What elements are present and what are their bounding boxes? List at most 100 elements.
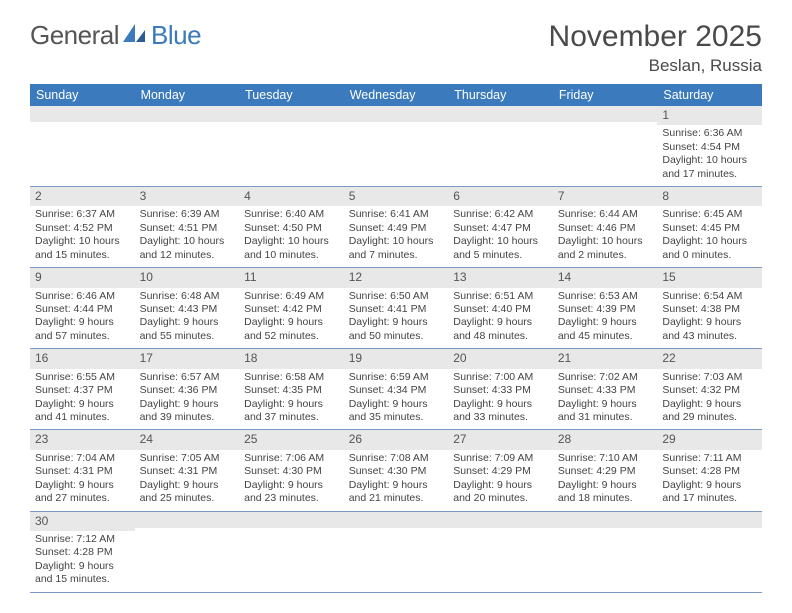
day-number: 23 [30,430,135,449]
logo-sail-icon [121,20,147,51]
day-number: 2 [30,187,135,206]
sunset-text: Sunset: 4:50 PM [244,222,339,235]
calendar-day-cell [657,511,762,592]
calendar-day-cell: 8Sunrise: 6:45 AMSunset: 4:45 PMDaylight… [657,187,762,268]
daylight-text: Daylight: 9 hours and 15 minutes. [35,560,130,587]
daylight-text: Daylight: 10 hours and 5 minutes. [453,235,548,262]
calendar-day-cell: 23 Sunrise: 7:04 AMSunset: 4:31 PMDayligh… [30,430,135,511]
sunset-text: Sunset: 4:36 PM [140,384,235,397]
calendar-week-row: 1Sunrise: 6:36 AMSunset: 4:54 PMDaylight… [30,106,762,187]
calendar-day-cell: 7Sunrise: 6:44 AMSunset: 4:46 PMDaylight… [553,187,658,268]
sunset-text: Sunset: 4:54 PM [662,141,757,154]
sunrise-text: Sunrise: 7:10 AM [558,452,653,465]
day-details: Sunrise: 6:55 AMSunset: 4:37 PMDaylight:… [35,371,130,425]
daylight-text: Daylight: 9 hours and 55 minutes. [140,316,235,343]
daylight-text: Daylight: 10 hours and 10 minutes. [244,235,339,262]
sunset-text: Sunset: 4:46 PM [558,222,653,235]
calendar-day-cell: 20Sunrise: 7:00 AMSunset: 4:33 PMDayligh… [448,349,553,430]
day-number: 5 [344,187,449,206]
daylight-text: Daylight: 9 hours and 45 minutes. [558,316,653,343]
day-details: Sunrise: 7:09 AMSunset: 4:29 PMDaylight:… [453,452,548,506]
sunrise-text: Sunrise: 7:00 AM [453,371,548,384]
day-number: 26 [344,430,449,449]
daylight-text: Daylight: 9 hours and 31 minutes. [558,398,653,425]
sunset-text: Sunset: 4:35 PM [244,384,339,397]
daylight-text: Daylight: 10 hours and 2 minutes. [558,235,653,262]
calendar-day-cell: 21Sunrise: 7:02 AMSunset: 4:33 PMDayligh… [553,349,658,430]
day-number: 14 [553,268,658,287]
day-number: 22 [657,349,762,368]
day-header: Monday [135,84,240,106]
day-details: Sunrise: 6:50 AMSunset: 4:41 PMDaylight:… [349,290,444,344]
sunset-text: Sunset: 4:28 PM [35,546,130,559]
day-number: 19 [344,349,449,368]
day-details: Sunrise: 7:04 AMSunset: 4:31 PMDaylight:… [35,452,130,506]
calendar-day-cell [239,511,344,592]
calendar-day-cell: 26 Sunrise: 7:08 AMSunset: 4:30 PMDayligh… [344,430,449,511]
calendar-day-cell: 11Sunrise: 6:49 AMSunset: 4:42 PMDayligh… [239,268,344,349]
calendar-day-cell: 17 Sunrise: 6:57 AMSunset: 4:36 PMDayligh… [135,349,240,430]
day-details: Sunrise: 6:44 AMSunset: 4:46 PMDaylight:… [558,208,653,262]
sunrise-text: Sunrise: 6:59 AM [349,371,444,384]
calendar-day-cell: 5 Sunrise: 6:41 AMSunset: 4:49 PMDaylight… [344,187,449,268]
daylight-text: Daylight: 9 hours and 29 minutes. [662,398,757,425]
calendar-day-cell: 14Sunrise: 6:53 AMSunset: 4:39 PMDayligh… [553,268,658,349]
sunrise-text: Sunrise: 6:48 AM [140,290,235,303]
day-number: 18 [239,349,344,368]
day-details: Sunrise: 6:57 AMSunset: 4:36 PMDaylight:… [140,371,235,425]
daylight-text: Daylight: 9 hours and 21 minutes. [349,479,444,506]
day-number: 20 [448,349,553,368]
sunrise-text: Sunrise: 6:46 AM [35,290,130,303]
day-number: 17 [135,349,240,368]
sunrise-text: Sunrise: 6:44 AM [558,208,653,221]
day-number: 4 [239,187,344,206]
calendar-day-cell: 19Sunrise: 6:59 AMSunset: 4:34 PMDayligh… [344,349,449,430]
daylight-text: Daylight: 9 hours and 33 minutes. [453,398,548,425]
day-number: 16 [30,349,135,368]
day-details: Sunrise: 6:39 AMSunset: 4:51 PMDaylight:… [140,208,235,262]
sunset-text: Sunset: 4:31 PM [140,465,235,478]
day-details: Sunrise: 7:11 AMSunset: 4:28 PMDaylight:… [662,452,757,506]
sunrise-text: Sunrise: 6:49 AM [244,290,339,303]
daylight-text: Daylight: 9 hours and 27 minutes. [35,479,130,506]
calendar-day-cell: 30Sunrise: 7:12 AMSunset: 4:28 PMDayligh… [30,511,135,592]
calendar-day-cell: 29 Sunrise: 7:11 AMSunset: 4:28 PMDayligh… [657,430,762,511]
day-details: Sunrise: 7:02 AMSunset: 4:33 PMDaylight:… [558,371,653,425]
daylight-text: Daylight: 9 hours and 48 minutes. [453,316,548,343]
sunset-text: Sunset: 4:33 PM [558,384,653,397]
day-number: 29 [657,430,762,449]
sunset-text: Sunset: 4:29 PM [558,465,653,478]
sunrise-text: Sunrise: 6:57 AM [140,371,235,384]
daylight-text: Daylight: 9 hours and 35 minutes. [349,398,444,425]
location-text: Beslan, Russia [549,56,762,76]
day-number: 6 [448,187,553,206]
calendar-week-row: 30Sunrise: 7:12 AMSunset: 4:28 PMDayligh… [30,511,762,592]
sunset-text: Sunset: 4:40 PM [453,303,548,316]
sunrise-text: Sunrise: 6:50 AM [349,290,444,303]
day-details: Sunrise: 7:08 AMSunset: 4:30 PMDaylight:… [349,452,444,506]
daylight-text: Daylight: 10 hours and 12 minutes. [140,235,235,262]
sunrise-text: Sunrise: 6:41 AM [349,208,444,221]
day-details: Sunrise: 6:45 AMSunset: 4:45 PMDaylight:… [662,208,757,262]
day-details: Sunrise: 6:36 AMSunset: 4:54 PMDaylight:… [662,127,757,181]
sunset-text: Sunset: 4:47 PM [453,222,548,235]
daylight-text: Daylight: 9 hours and 17 minutes. [662,479,757,506]
day-number: 10 [135,268,240,287]
page-title: November 2025 [549,20,762,54]
calendar-day-cell [239,106,344,187]
calendar-header-row: SundayMondayTuesdayWednesdayThursdayFrid… [30,84,762,106]
calendar-day-cell [30,106,135,187]
sunset-text: Sunset: 4:41 PM [349,303,444,316]
sunrise-text: Sunrise: 7:04 AM [35,452,130,465]
day-details: Sunrise: 6:41 AMSunset: 4:49 PMDaylight:… [349,208,444,262]
sunrise-text: Sunrise: 7:08 AM [349,452,444,465]
calendar-day-cell: 13Sunrise: 6:51 AMSunset: 4:40 PMDayligh… [448,268,553,349]
daylight-text: Daylight: 9 hours and 52 minutes. [244,316,339,343]
sunset-text: Sunset: 4:37 PM [35,384,130,397]
sunrise-text: Sunrise: 7:06 AM [244,452,339,465]
daylight-text: Daylight: 9 hours and 57 minutes. [35,316,130,343]
day-header: Saturday [657,84,762,106]
daylight-text: Daylight: 9 hours and 50 minutes. [349,316,444,343]
calendar-day-cell: 27Sunrise: 7:09 AMSunset: 4:29 PMDayligh… [448,430,553,511]
calendar-week-row: 23Sunrise: 7:04 AMSunset: 4:31 PMDayligh… [30,430,762,511]
